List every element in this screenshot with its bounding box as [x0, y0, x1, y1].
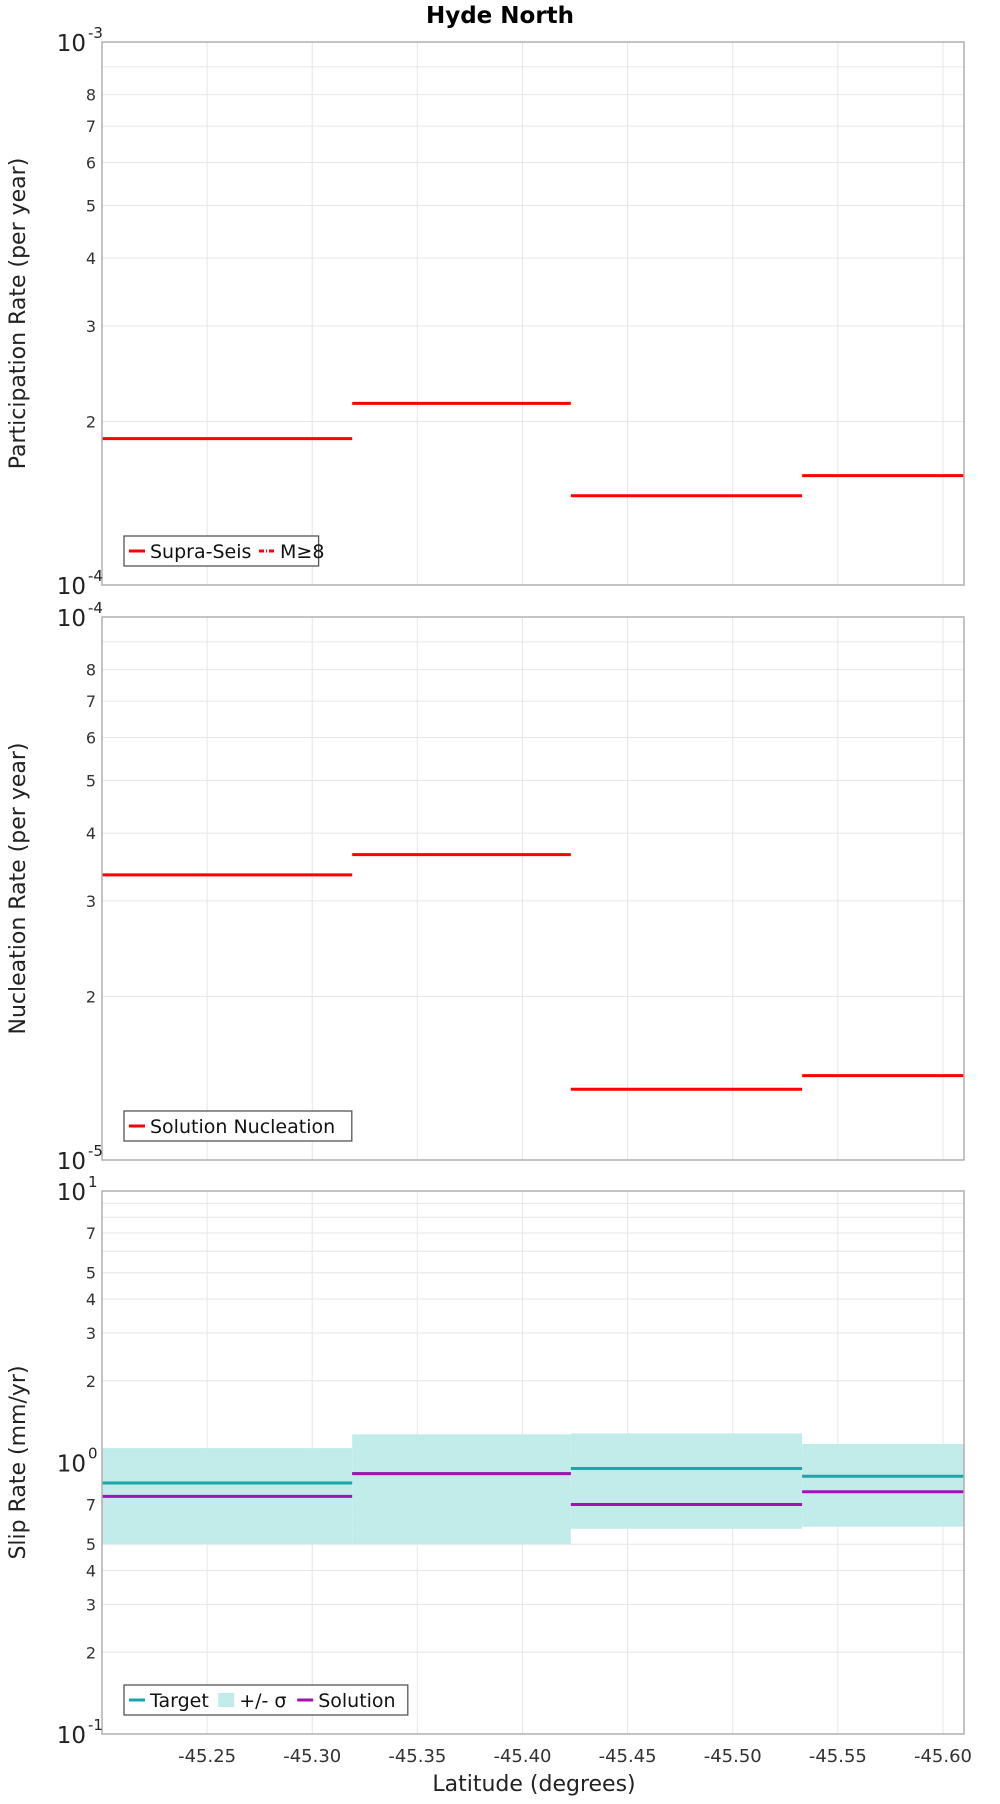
y-tick-label: 8: [86, 661, 96, 680]
y-tick-label: 3: [86, 1324, 96, 1343]
legend: Supra-Seis M≥8: [123, 535, 324, 567]
legend-label: Solution: [318, 1690, 395, 1712]
plot-frame: [101, 41, 965, 586]
sigma-band-segment: [802, 1443, 964, 1527]
y-tick-label: 7: [86, 692, 96, 711]
y-tick-label: 5: [86, 1264, 96, 1283]
legend: Target +/- σ Solution: [123, 1684, 409, 1716]
y-decade-exponent: 0: [88, 1445, 98, 1463]
legend-box: [123, 535, 320, 567]
y-tick-label: 3: [86, 892, 96, 911]
plot-frame: [101, 616, 965, 1161]
x-tick-label: -45.30: [283, 1746, 341, 1767]
legend-label: +/- σ: [239, 1690, 286, 1712]
y-decade-label: 10: [57, 574, 86, 600]
y-decade-exponent: -3: [88, 24, 103, 42]
y-tick-label: 2: [86, 1643, 96, 1662]
y-decade-label: 10: [57, 1452, 86, 1478]
y-tick-label: 8: [86, 86, 96, 105]
y-axis-label: Slip Rate (mm/yr): [6, 1365, 31, 1559]
y-tick-label: 2: [86, 988, 96, 1007]
chart-title: Hyde North: [426, 3, 574, 29]
y-decade-exponent: 1: [88, 1173, 98, 1191]
y-tick-label: 7: [86, 1224, 96, 1243]
y-tick-label: 5: [86, 1535, 96, 1554]
y-decade-exponent: -4: [88, 567, 103, 585]
y-tick-label: 2: [86, 413, 96, 432]
y-decade-label: 10: [57, 1149, 86, 1175]
x-tick-label: -45.60: [914, 1746, 972, 1767]
y-tick-label: 2: [86, 1372, 96, 1391]
legend-box: [123, 1110, 353, 1142]
y-tick-label: 3: [86, 1595, 96, 1614]
y-tick-label: 7: [86, 1496, 96, 1515]
y-tick-label: 5: [86, 196, 96, 215]
legend-swatch: [218, 1693, 235, 1707]
x-axis-label: Latitude (degrees): [432, 1772, 635, 1797]
y-tick-label: 4: [86, 249, 96, 268]
legend-label: Solution Nucleation: [150, 1116, 335, 1138]
legend-box: [123, 1684, 409, 1716]
sigma-band-segment: [570, 1433, 803, 1529]
legend-label: Supra-Seis: [150, 541, 251, 563]
plot-frame: [101, 1190, 965, 1735]
y-axis-label: Participation Rate (per year): [6, 158, 31, 470]
x-tick-label: -45.55: [809, 1746, 867, 1767]
y-tick-label: 4: [86, 1562, 96, 1581]
y-decade-exponent: -5: [88, 1142, 103, 1160]
y-decade-label: 10: [57, 31, 86, 57]
y-axis-label: Nucleation Rate (per year): [6, 743, 31, 1035]
x-tick-label: -45.40: [493, 1746, 551, 1767]
y-tick-label: 4: [86, 824, 96, 843]
sigma-band-segment: [352, 1434, 571, 1545]
x-tick-label: -45.45: [599, 1746, 657, 1767]
y-tick-label: 3: [86, 317, 96, 336]
legend-label: M≥8: [280, 541, 324, 563]
y-tick-label: 6: [86, 728, 96, 747]
x-tick-label: -45.50: [704, 1746, 762, 1767]
y-decade-label: 10: [57, 1723, 86, 1749]
y-tick-label: 4: [86, 1290, 96, 1309]
y-decade-exponent: -1: [88, 1716, 103, 1734]
y-tick-label: 6: [86, 153, 96, 172]
legend-label: Target: [149, 1690, 209, 1712]
x-tick-label: -45.35: [388, 1746, 446, 1767]
legend: Solution Nucleation: [123, 1110, 353, 1142]
y-tick-label: 7: [86, 117, 96, 136]
x-tick-label: -45.25: [178, 1746, 236, 1767]
y-decade-exponent: -4: [88, 599, 103, 617]
y-decade-label: 10: [57, 606, 86, 632]
y-tick-label: 5: [86, 771, 96, 790]
y-decade-label: 10: [57, 1180, 86, 1206]
